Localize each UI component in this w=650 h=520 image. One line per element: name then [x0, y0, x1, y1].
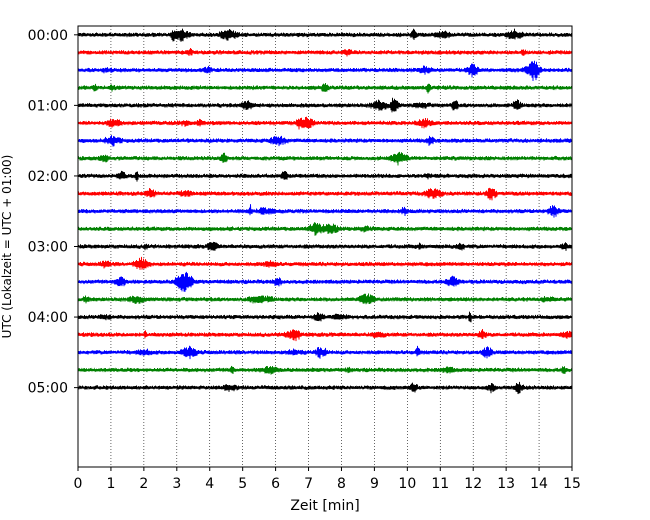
trace-line — [77, 47, 573, 57]
trace-line — [77, 83, 573, 94]
x-tick-label: 14 — [530, 476, 548, 492]
trace-line — [77, 60, 573, 81]
trace-line — [77, 256, 573, 270]
x-tick-label: 6 — [271, 476, 280, 492]
y-tick-label: 02:00 — [28, 169, 68, 185]
y-axis: 00:00 01:00 02:00 03:00 04:00 05:00 — [28, 28, 78, 397]
x-tick-label: 1 — [106, 476, 115, 492]
trace-line — [77, 222, 573, 236]
trace-line — [77, 97, 573, 113]
x-tick-label: 12 — [464, 476, 482, 492]
x-tick-label: 8 — [337, 476, 346, 492]
x-tick-label: 0 — [74, 476, 83, 492]
x-tick-label: 7 — [304, 476, 313, 492]
trace-line — [77, 135, 573, 147]
x-tick-label: 2 — [139, 476, 148, 492]
x-tick-label: 11 — [431, 476, 449, 492]
x-tick-label: 5 — [238, 476, 247, 492]
trace-line — [77, 116, 573, 130]
trace-line — [77, 311, 573, 323]
x-tick-label: 3 — [172, 476, 181, 492]
x-axis-label: Zeit [min] — [290, 498, 359, 514]
y-tick-label: 05:00 — [28, 381, 68, 397]
trace-line — [77, 187, 573, 201]
y-tick-label: 04:00 — [28, 310, 68, 326]
x-tick-label: 13 — [497, 476, 515, 492]
trace-line — [77, 328, 573, 342]
trace-line — [77, 293, 573, 305]
trace-line — [77, 28, 573, 42]
trace-line — [77, 271, 573, 292]
trace-line — [77, 365, 573, 375]
trace-line — [77, 345, 573, 360]
x-tick-label: 4 — [205, 476, 214, 492]
trace-line — [77, 151, 573, 166]
trace-line — [77, 241, 573, 251]
y-tick-label: 01:00 — [28, 98, 68, 114]
y-tick-label: 00:00 — [28, 28, 68, 44]
trace-line — [77, 170, 573, 182]
y-tick-label: 03:00 — [28, 240, 68, 256]
x-tick-label: 10 — [398, 476, 416, 492]
x-tick-label: 9 — [370, 476, 379, 492]
x-tick-label: 15 — [563, 476, 581, 492]
y-axis-label: UTC (Lokalzeit = UTC + 01:00) — [0, 155, 14, 339]
seismic-traces — [77, 28, 573, 395]
x-axis: 0 1 2 3 4 5 6 7 8 9 10 11 12 13 14 15 — [74, 467, 581, 492]
trace-line — [77, 204, 573, 218]
trace-line — [77, 381, 573, 395]
